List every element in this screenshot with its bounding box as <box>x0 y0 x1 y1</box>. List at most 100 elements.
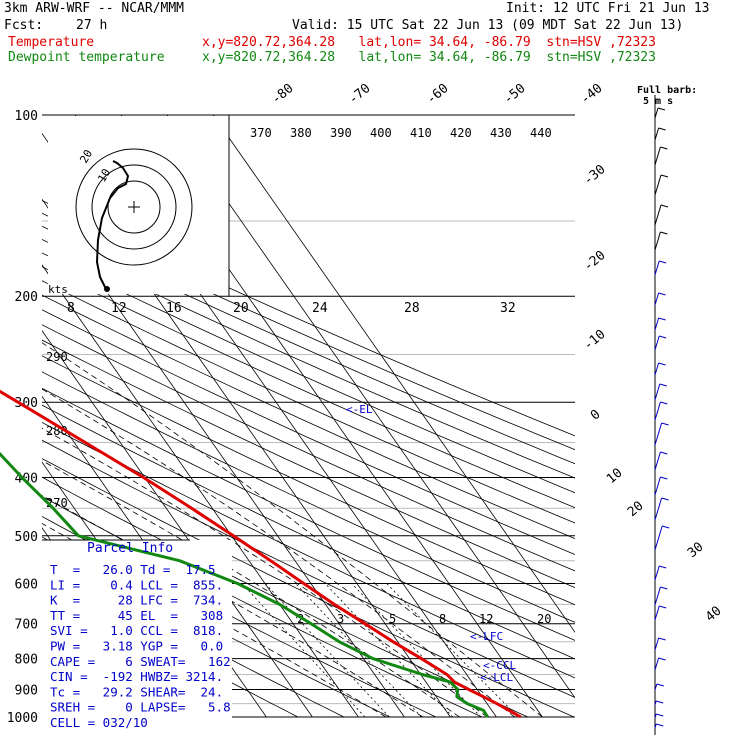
wind-barb <box>660 231 668 235</box>
parcel-panel <box>42 540 232 740</box>
hodograph-trace <box>95 160 130 290</box>
wind-barb <box>654 723 657 729</box>
isotherm <box>42 330 313 717</box>
mixing-low-12: 12 <box>479 612 493 626</box>
wind-barb <box>656 700 664 704</box>
dry-adiabat <box>42 252 575 494</box>
parcel-row: PW = 3.18 YGP = 0.0 <box>50 639 223 654</box>
theta-label-380: 380 <box>290 126 312 140</box>
dry-adiabat <box>42 200 575 437</box>
forecast-hours: 27 h <box>76 18 108 33</box>
wind-barb <box>660 174 669 178</box>
wind-barb <box>654 605 660 621</box>
wind-barb <box>654 146 661 166</box>
forecast-label: Fcst: <box>4 18 44 33</box>
parcel-row: TT = 45 EL = 308 <box>50 608 223 623</box>
wind-barb <box>660 401 668 405</box>
temp-tick--20: -20 <box>581 248 609 275</box>
wind-barb <box>654 401 661 421</box>
wind-barb <box>658 362 666 366</box>
temp-tick-10: 10 <box>604 466 626 488</box>
parcel-row: SREH = 0 LAPSE= 5.8 <box>50 700 231 715</box>
mixing-top-24: 24 <box>312 301 328 316</box>
hodograph-ring-label: 20 <box>77 148 95 166</box>
wind-barb <box>654 565 660 581</box>
wind-barb <box>659 383 667 387</box>
pressure-tick-500: 500 <box>15 530 38 545</box>
level-annotation-1: <-LFC <box>470 630 503 643</box>
temp-tick-30: 30 <box>685 540 707 562</box>
temperature-legend: Temperature <box>8 35 95 50</box>
mixing-top-8: 8 <box>67 301 75 316</box>
wind-barb <box>661 497 669 501</box>
dry-adiabat <box>42 266 575 509</box>
wind-barb <box>658 292 666 296</box>
mixing-top-32: 32 <box>500 301 516 316</box>
hodograph-ring <box>75 148 193 266</box>
parcel-title: Parcel Info <box>87 541 173 556</box>
parcel-row: CAPE = 6 SWEAT= 162 <box>50 654 231 669</box>
pressure-tick-200: 200 <box>15 290 38 305</box>
temp-tick--50: -50 <box>501 81 529 108</box>
mixing-top-20: 20 <box>233 301 249 316</box>
wind-barb <box>654 231 661 251</box>
wind-barb <box>654 174 662 196</box>
isotherm <box>42 264 359 717</box>
wind-barb <box>654 683 658 691</box>
wind-barb <box>654 260 660 276</box>
temp-tick--40: -40 <box>578 81 606 108</box>
wind-barb <box>659 335 667 339</box>
wind-barb <box>658 317 666 321</box>
theta-label-370: 370 <box>250 126 272 140</box>
dry-adiabat <box>42 225 575 465</box>
wind-barb <box>654 362 660 376</box>
wind-barb <box>654 335 660 351</box>
mixing-low-20: 20 <box>537 612 551 626</box>
level-annotation-0: <-EL <box>346 403 373 416</box>
mixing-top-28: 28 <box>404 301 420 316</box>
mixing-top-16: 16 <box>166 301 182 316</box>
mixing-low-3: 3 <box>337 612 344 626</box>
valid-time: Valid: 15 UTC Sat 22 Jun 13 (09 MDT Sat … <box>292 18 684 33</box>
parcel-row: T = 26.0 Td = 17.5 <box>50 562 216 577</box>
dry-adiabat <box>42 439 575 698</box>
init-time: Init: 12 UTC Fri 21 Jun 13 <box>506 1 710 16</box>
theta-label-430: 430 <box>490 126 512 140</box>
dry-adiabat <box>42 309 575 556</box>
pressure-tick-900: 900 <box>15 683 38 698</box>
dry-adiabat <box>42 371 575 623</box>
level-annotation-2: <-CCL <box>483 659 516 672</box>
wind-barb <box>654 657 660 671</box>
parcel-row: LI = 0.4 LCL = 855. <box>50 577 223 592</box>
dewpoint-location: x,y=820.72,364.28 lat,lon= 34.64, -86.79… <box>202 50 656 65</box>
wind-barb <box>656 723 664 727</box>
wind-barb <box>654 422 663 446</box>
dry-adiabat <box>42 280 575 524</box>
dry-adiabat <box>42 355 575 606</box>
theta-label-420: 420 <box>450 126 472 140</box>
wind-barb <box>654 292 660 306</box>
dry-adiabat <box>42 239 575 479</box>
hodograph-ring-label: 10 <box>95 167 113 185</box>
dry-adiabat <box>42 324 575 572</box>
wind-barb <box>660 451 668 455</box>
wind-barb <box>659 565 667 569</box>
wind-barb <box>654 451 661 471</box>
theta-label-400: 400 <box>370 126 392 140</box>
dry-adiabat <box>42 294 575 540</box>
wind-barb <box>656 683 664 687</box>
wind-barb <box>654 383 661 401</box>
parcel-row: CIN = -192 HWBZ= 3214. <box>50 669 223 684</box>
wind-barb <box>654 204 662 226</box>
pressure-tick-800: 800 <box>15 653 38 668</box>
dewpoint-line <box>0 451 489 718</box>
wind-barb <box>654 713 657 719</box>
wind-barb <box>654 637 660 651</box>
wind-barb <box>660 586 668 590</box>
theta-label-390: 390 <box>330 126 352 140</box>
wind-barb <box>658 657 666 661</box>
wind-barb <box>661 422 669 426</box>
pressure-tick-1000: 1000 <box>7 711 38 726</box>
wind-barb <box>660 204 669 208</box>
wind-barb <box>654 127 660 141</box>
